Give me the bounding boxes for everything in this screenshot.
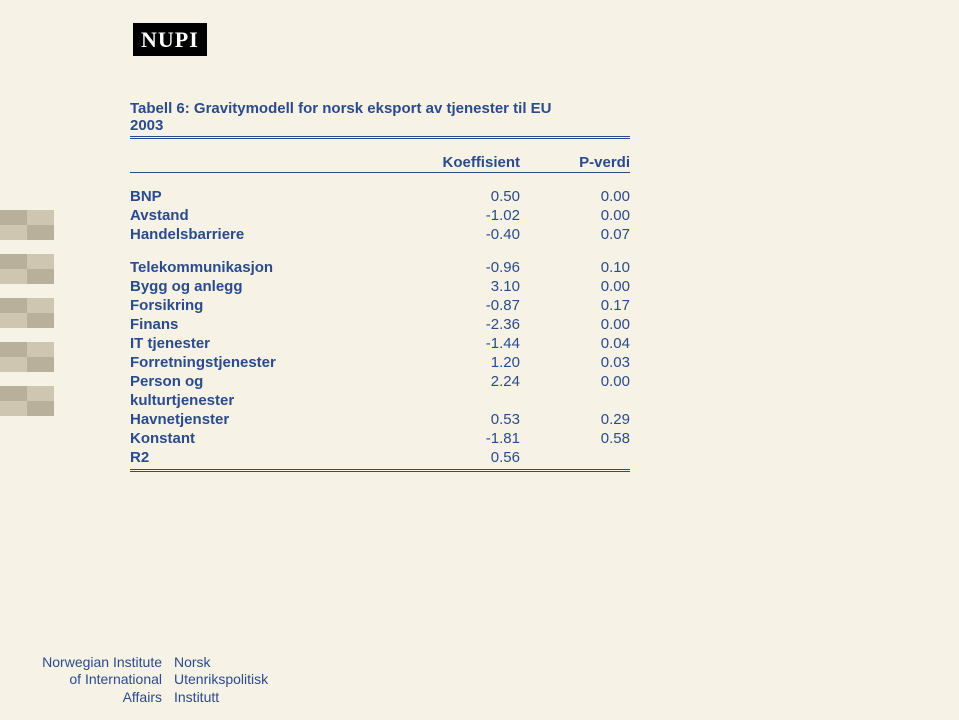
row-p: 0.00 [520,206,630,225]
row-label: Person og [130,372,410,391]
row-label: Finans [130,315,410,334]
row-k: -1.44 [410,334,520,353]
table-row: kulturtjenester [130,391,630,410]
header-blank [130,153,410,173]
table-row: Telekommunikasjon-0.960.10 [130,258,630,277]
footer-left-l2: of International [0,671,162,689]
row-label: Forretningstjenester [130,353,410,372]
row-p: 0.03 [520,353,630,372]
decorative-squares [0,210,54,416]
row-p: 0.10 [520,258,630,277]
row-k: -2.36 [410,315,520,334]
table-header-row: Koeffisient P-verdi [130,153,630,173]
row-p: 0.29 [520,410,630,429]
row-label: Havnetjenster [130,410,410,429]
row-p: 0.07 [520,225,630,244]
row-label: Handelsbarriere [130,225,410,244]
table-row: BNP0.500.00 [130,187,630,206]
table-row: Konstant-1.810.58 [130,429,630,448]
row-p: 0.00 [520,315,630,334]
row-p [520,448,630,467]
bottom-double-rule [130,469,630,472]
row-p: 0.58 [520,429,630,448]
row-label: Forsikring [130,296,410,315]
row-label: Bygg og anlegg [130,277,410,296]
row-p: 0.00 [520,372,630,391]
table-title-line1: Tabell 6: Gravitymodell for norsk ekspor… [130,100,770,117]
row-k: -0.40 [410,225,520,244]
row-k: -0.87 [410,296,520,315]
row-label2: kulturtjenester [130,391,410,410]
footer-right-l3: Institutt [174,689,268,707]
table-row: Avstand-1.020.00 [130,206,630,225]
footer-right-l2: Utenrikspolitisk [174,671,268,689]
header-pverdi: P-verdi [520,153,630,173]
header-koeffisient: Koeffisient [410,153,520,173]
row-p: 0.04 [520,334,630,353]
footer-right-l1: Norsk [174,654,268,672]
row-p: 0.17 [520,296,630,315]
row-k: -1.81 [410,429,520,448]
table-row: Forsikring-0.870.17 [130,296,630,315]
row-k: 0.56 [410,448,520,467]
table-row: R20.56 [130,448,630,467]
table-title-line2: 2003 [130,117,770,134]
row-p: 0.00 [520,187,630,206]
row-p: 0.00 [520,277,630,296]
row-label: BNP [130,187,410,206]
footer-right: Norsk Utenrikspolitisk Institutt [168,654,268,707]
row-label: Avstand [130,206,410,225]
table-row: Person og2.240.00 [130,372,630,391]
row-k: 3.10 [410,277,520,296]
footer: Norwegian Institute of International Aff… [0,654,959,707]
top-double-rule [130,136,630,139]
nupi-logo: NUPI [133,23,207,56]
row-k: 0.50 [410,187,520,206]
table-row: IT tjenester-1.440.04 [130,334,630,353]
logo-text: NUPI [141,27,199,52]
table-row: Finans-2.360.00 [130,315,630,334]
row-label: Telekommunikasjon [130,258,410,277]
table-row: Handelsbarriere-0.400.07 [130,225,630,244]
row-k: 1.20 [410,353,520,372]
footer-left-l3: Affairs [0,689,162,707]
row-k: -0.96 [410,258,520,277]
row-k: 0.53 [410,410,520,429]
table-row: Bygg og anlegg3.100.00 [130,277,630,296]
main-content: Tabell 6: Gravitymodell for norsk ekspor… [130,100,770,472]
table-row: Havnetjenster0.530.29 [130,410,630,429]
row-label: R2 [130,448,410,467]
footer-left: Norwegian Institute of International Aff… [0,654,168,707]
row-label: Konstant [130,429,410,448]
row-k: -1.02 [410,206,520,225]
row-k: 2.24 [410,372,520,391]
data-table: BNP0.500.00 Avstand-1.020.00 Handelsbarr… [130,173,630,467]
footer-left-l1: Norwegian Institute [0,654,162,672]
table-row: Forretningstjenester1.200.03 [130,353,630,372]
row-label: IT tjenester [130,334,410,353]
